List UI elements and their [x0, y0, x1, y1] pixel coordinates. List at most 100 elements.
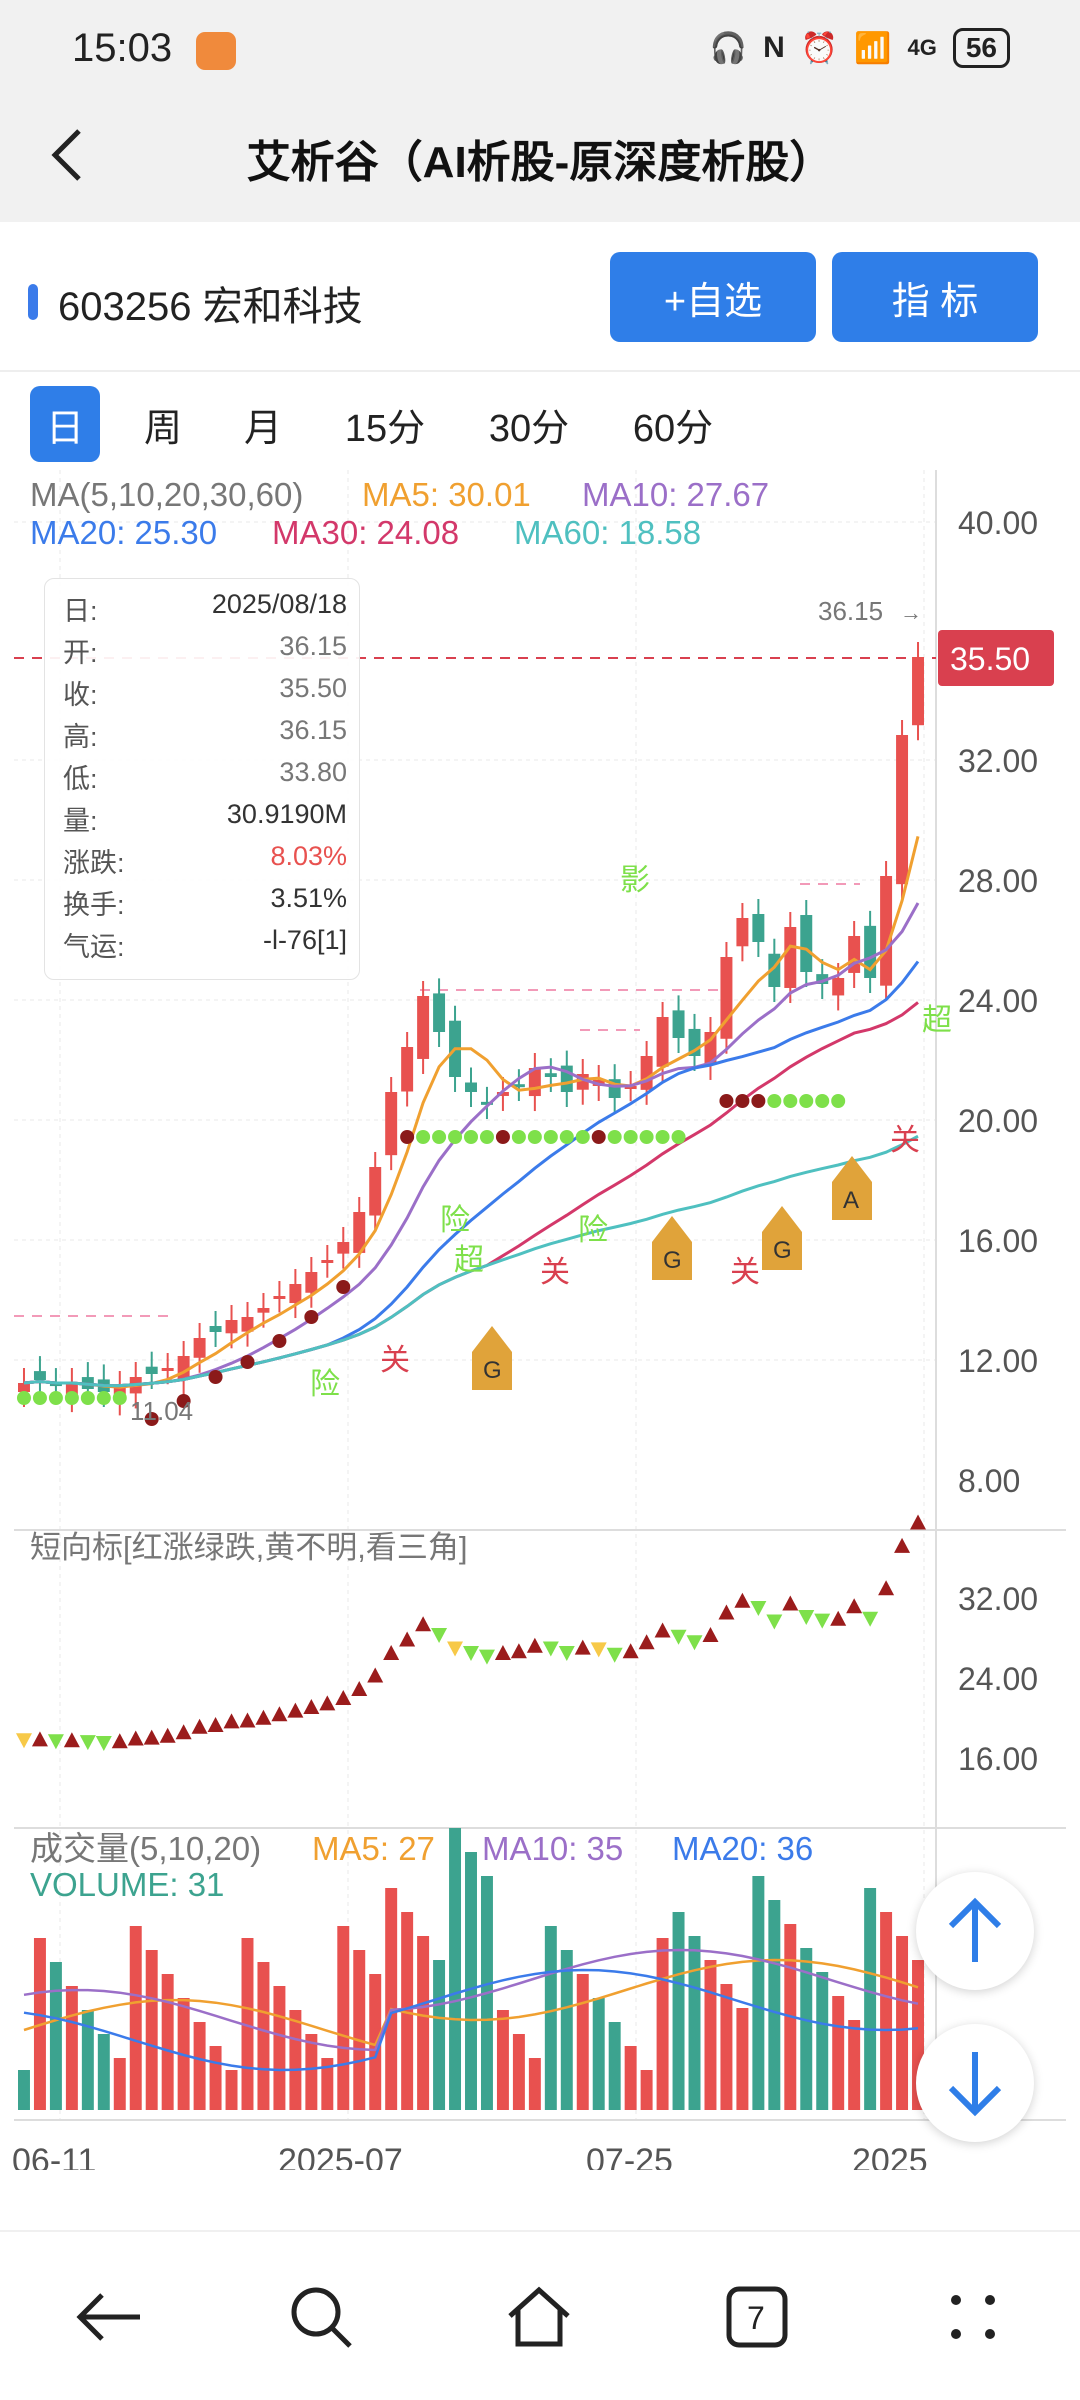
short-triangle — [463, 1646, 479, 1661]
price-axis-label: 12.00 — [958, 1343, 1038, 1379]
signal-marker-label: G — [773, 1237, 792, 1264]
volume-bar — [720, 1984, 733, 2110]
short-triangle — [159, 1727, 176, 1743]
volume-bar — [640, 2070, 653, 2110]
short-triangle — [63, 1732, 80, 1748]
candle-body — [512, 1084, 525, 1088]
signal-dot — [575, 1130, 590, 1144]
candle-body — [832, 978, 845, 996]
signal-dot — [32, 1391, 47, 1405]
short-triangle — [335, 1690, 352, 1705]
short-triangle — [654, 1622, 671, 1638]
price-axis-label: 8.00 — [958, 1463, 1020, 1499]
page-title: 艾析谷（AI析股-原深度析股） — [246, 138, 834, 187]
signal-marker-label: A — [843, 1187, 859, 1214]
candle-body — [401, 1047, 414, 1092]
short-triangle — [830, 1610, 847, 1626]
indicator-button[interactable]: 指 标 — [832, 252, 1038, 342]
current-price-tag — [938, 630, 1054, 686]
short-triangles-group — [15, 1514, 927, 1751]
candle-body — [353, 1212, 366, 1253]
tabs-count-icon: 7 — [726, 2286, 788, 2348]
signal-dot — [208, 1370, 223, 1384]
candle-body — [800, 915, 813, 972]
candle-body — [33, 1371, 46, 1380]
nav-back-button[interactable] — [64, 2272, 154, 2362]
short-triangle — [542, 1641, 559, 1657]
arrow-down-icon — [948, 2052, 1002, 2117]
add-watchlist-button[interactable]: +自选 — [610, 252, 816, 342]
current-price-label: 35.50 — [950, 641, 1030, 677]
volume-bar — [624, 2046, 637, 2110]
volume-legend: VOLUME: 31 — [30, 1866, 224, 1903]
signal-dot — [64, 1391, 79, 1405]
signal-label: 关 — [380, 1344, 410, 1377]
short-triangle — [367, 1667, 384, 1683]
short-triangle — [47, 1734, 64, 1750]
candle-body — [880, 876, 893, 986]
short-triangle — [239, 1712, 256, 1728]
status-icons: 🎧 N ⏰ 📶 4G 56 — [710, 28, 1010, 68]
volume-bar — [688, 1936, 701, 2110]
nav-menu-button[interactable] — [928, 2272, 1018, 2362]
nav-home-button[interactable] — [494, 2272, 584, 2362]
volume-bar — [385, 1888, 398, 2110]
home-icon — [508, 2286, 570, 2347]
signal-dot — [767, 1094, 782, 1108]
tab-15min[interactable]: 15分 — [344, 407, 426, 450]
volume-bar — [209, 2046, 222, 2110]
short-triangle — [878, 1580, 895, 1596]
tab-60min[interactable]: 60分 — [632, 407, 714, 450]
signal-dot — [735, 1094, 750, 1108]
ma60-legend: MA60: 18.58 — [514, 514, 701, 551]
vol-ma20-legend: MA20: 36 — [672, 1830, 813, 1867]
scroll-down-button[interactable] — [916, 2024, 1034, 2142]
tab-week[interactable]: 周 — [143, 407, 182, 450]
signal-marker-label: G — [663, 1247, 682, 1274]
tab-day[interactable]: 日 — [30, 386, 100, 462]
scroll-up-button[interactable] — [916, 1872, 1034, 1990]
signal-dot — [719, 1094, 734, 1108]
short-triangle — [862, 1611, 879, 1627]
short-triangle — [910, 1514, 927, 1530]
signal-marker — [652, 1216, 692, 1280]
volume-bar — [161, 1974, 174, 2110]
nav-search-button[interactable] — [276, 2272, 366, 2362]
candle-body — [576, 1074, 589, 1090]
info-row: 气运: -l-76[1] — [63, 925, 347, 962]
volume-panel-title: 成交量(5,10,20) — [30, 1830, 261, 1867]
signal-dot — [559, 1130, 574, 1144]
info-row: 量: 30.9190M — [63, 799, 347, 836]
tab-month[interactable]: 月 — [243, 407, 282, 450]
candle-body — [768, 953, 781, 987]
short-axis-label: 24.00 — [958, 1661, 1038, 1697]
back-button[interactable] — [32, 120, 102, 190]
candle-body — [704, 1032, 717, 1065]
short-axis-label: 32.00 — [958, 1581, 1038, 1617]
nfc-icon: N — [763, 31, 785, 64]
tab-30min[interactable]: 30分 — [488, 407, 570, 450]
nav-tabs-button[interactable]: 7 — [712, 2272, 802, 2362]
candle-body — [65, 1383, 78, 1398]
notification-app-icon — [196, 32, 236, 70]
candle-body — [273, 1296, 286, 1299]
signal-dot — [655, 1130, 670, 1144]
short-triangle — [287, 1702, 304, 1718]
volume-bar — [592, 1998, 605, 2110]
signal-marker — [472, 1326, 512, 1390]
x-axis-label: 2025-07 — [278, 2142, 403, 2170]
short-triangle — [638, 1634, 655, 1650]
ma30-legend: MA30: 24.08 — [272, 514, 459, 551]
signal-dot — [495, 1130, 510, 1144]
volume-bar — [401, 1912, 414, 2110]
signal-dot — [400, 1130, 415, 1144]
short-triangle — [255, 1709, 272, 1725]
candle-body — [225, 1320, 238, 1334]
ma-line — [23, 836, 920, 1389]
volume-bar — [864, 1888, 877, 2110]
candle-body — [49, 1383, 62, 1387]
signal-label: 险 — [440, 1204, 470, 1237]
signal-label: 影 — [620, 864, 650, 897]
status-time: 15:03 — [72, 26, 173, 70]
